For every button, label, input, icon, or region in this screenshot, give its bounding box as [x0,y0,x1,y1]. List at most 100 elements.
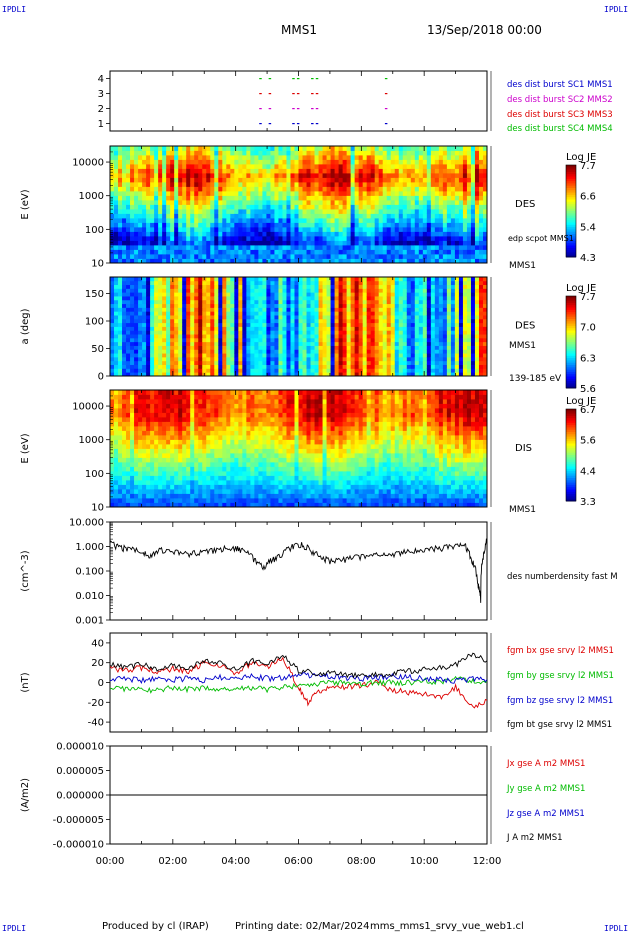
heatmap-cell [174,307,179,312]
heatmap-cell [370,318,376,324]
heatmap-cell [190,236,195,241]
heatmap-cell [178,240,183,246]
heatmap-cell [122,168,127,174]
heatmap-cell [174,330,179,335]
heatmap-cell [110,334,115,339]
heatmap-cell [370,311,376,316]
heatmap-cell [162,303,167,308]
heatmap-cell [446,173,452,178]
heatmap-cell [222,307,227,312]
heatmap-cell [378,159,384,165]
heatmap-cell [126,360,131,365]
heatmap-cell [442,191,448,196]
heatmap-cell [126,209,131,214]
corner-label-top-left: IPDLI [2,5,26,14]
heatmap-cell [410,334,416,339]
heatmap-cell [350,209,356,214]
heatmap-cell [158,150,163,156]
heatmap-cell [114,191,119,196]
heatmap-cell [382,159,388,165]
heatmap-cell [242,326,247,331]
heatmap-cell [178,360,183,365]
heatmap-cell [366,254,372,259]
heatmap-cell [478,200,484,205]
heatmap-cell [162,337,167,343]
heatmap-cell [214,318,219,324]
heatmap-cell [402,173,408,178]
heatmap-cell [130,164,135,169]
heatmap-cell [158,280,163,286]
heatmap-cell [450,277,456,282]
heatmap-cell [110,311,115,316]
heatmap-cell [338,322,344,327]
heatmap-cell [422,191,428,196]
heatmap-cell [166,222,171,228]
burst-marker [311,123,314,125]
heatmap-cell [370,349,376,354]
heatmap-cell [182,227,187,232]
heatmap-cell [202,292,207,297]
heatmap-cell [418,368,424,373]
heatmap-cell [298,236,303,241]
heatmap-cell [446,146,452,151]
heatmap-cell [226,249,231,255]
heatmap-cell [198,360,203,365]
heatmap-cell [386,173,392,178]
heatmap-cell [270,345,275,350]
heatmap-cell [362,326,368,331]
heatmap-cell [258,296,263,301]
heatmap-cell [158,303,163,308]
heatmap-cell [382,240,388,246]
heatmap-cell [314,195,319,201]
heatmap-cell [382,337,388,343]
heatmap-cell [354,356,360,362]
heatmap-cell [214,303,219,308]
heatmap-cell [202,288,207,293]
heatmap-cell [466,280,472,286]
heatmap-cell [378,240,384,246]
heatmap-cell [122,236,127,241]
heatmap-cell [114,213,119,219]
heatmap-cell [202,353,207,358]
heatmap-cell [442,299,448,305]
heatmap-cell [126,330,131,335]
heatmap-cell [190,288,195,293]
heatmap-cell [394,146,400,151]
heatmap-cell [170,200,175,205]
burst-marker [296,108,300,110]
heatmap-cell [478,168,484,174]
heatmap-cell [246,168,251,174]
heatmap-cell [422,330,428,335]
heatmap-cell [214,360,219,365]
heatmap-cell [318,204,323,210]
heatmap-cell [378,249,384,255]
heatmap-cell [146,182,151,187]
heatmap-cell [202,356,207,362]
heatmap-cell [222,299,227,305]
heatmap-cell [462,292,468,297]
heatmap-cell [326,330,331,335]
heatmap-cell [218,164,223,169]
heatmap-cell [130,150,135,156]
heatmap-cell [318,311,323,316]
heatmap-cell [458,345,464,350]
heatmap-cell [114,195,119,201]
heatmap-cell [330,299,335,305]
heatmap-cell [290,218,295,223]
heatmap-cell [290,236,295,241]
heatmap-cell [258,330,263,335]
heatmap-cell [266,195,271,201]
heatmap-cell [394,245,400,250]
heatmap-cell [134,360,139,365]
heatmap-cell [174,240,179,246]
heatmap-cell [126,364,131,369]
heatmap-cell [350,164,356,169]
heatmap-cell [290,334,295,339]
heatmap-cell [410,236,416,241]
heatmap-cell [378,209,384,214]
heatmap-cell [402,258,408,264]
heatmap-cell [218,326,223,331]
heatmap-cell [250,368,255,373]
heatmap-cell [134,303,139,308]
heatmap-cell [218,155,223,160]
